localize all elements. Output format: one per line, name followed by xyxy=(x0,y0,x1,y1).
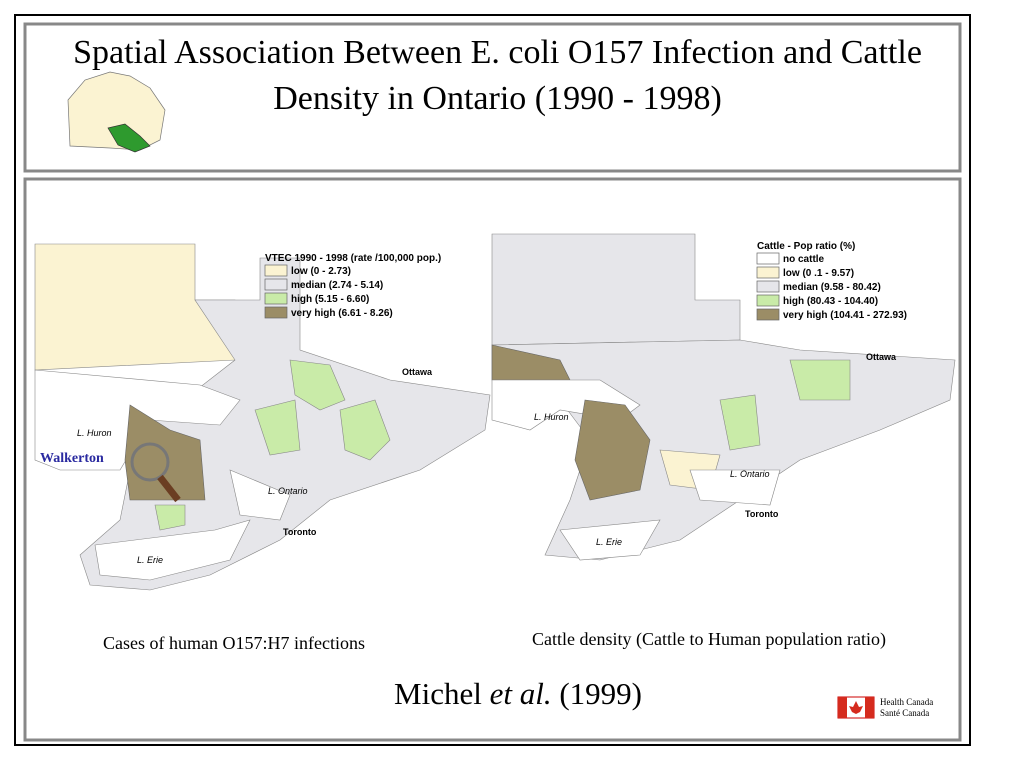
logo-line: Health Canada xyxy=(880,697,934,707)
legend-label: no cattle xyxy=(783,254,825,265)
legend-swatch xyxy=(264,278,288,291)
map-label: Ottawa xyxy=(866,352,897,362)
title-box xyxy=(23,22,962,173)
slide-title: Spatial Association Between E. coli O157… xyxy=(73,34,922,117)
map-caption: Cattle density (Cattle to Human populati… xyxy=(532,629,886,650)
legend-label: very high (104.41 - 272.93) xyxy=(783,310,907,321)
right-map xyxy=(491,233,956,561)
flag-leaf xyxy=(849,701,863,714)
legend-swatch xyxy=(264,264,288,277)
outer-border xyxy=(14,14,971,746)
legend-swatch xyxy=(264,292,288,305)
legend-label: high (5.15 - 6.60) xyxy=(291,294,369,305)
flag-band xyxy=(865,697,874,718)
highlight-label: Walkerton xyxy=(40,451,104,466)
legend-title: Cattle - Pop ratio (%) xyxy=(757,241,855,252)
citation: Michel et al. (1999) xyxy=(300,676,736,712)
map-caption: Cases of human O157:H7 infections xyxy=(103,633,365,653)
map-label: L. Huron xyxy=(77,428,112,438)
map-label: L. Ontario xyxy=(268,486,308,496)
map-label: L. Ontario xyxy=(730,469,770,479)
map-label: Toronto xyxy=(745,509,779,519)
canada-inset xyxy=(67,71,166,153)
map-label: L. Huron xyxy=(534,412,569,422)
legend-swatch xyxy=(756,294,780,307)
citation-etal: et al. xyxy=(489,676,552,711)
content-box xyxy=(23,177,962,742)
legend-swatch xyxy=(756,308,780,321)
legend-swatch xyxy=(756,252,780,265)
citation-year: (1999) xyxy=(559,676,642,711)
legend-swatch xyxy=(264,306,288,319)
citation-author: Michel xyxy=(394,676,482,711)
map-label: Ottawa xyxy=(402,367,433,377)
legend-label: low (0 .1 - 9.57) xyxy=(783,268,854,279)
legend-label: very high (6.61 - 8.26) xyxy=(291,308,393,319)
logo-text: Health Canada Santé Canada xyxy=(880,697,933,719)
legend-label: high (80.43 - 104.40) xyxy=(783,296,878,307)
legend-swatch xyxy=(756,266,780,279)
legend-label: median (2.74 - 5.14) xyxy=(291,280,383,291)
logo-line: Santé Canada xyxy=(880,708,930,718)
map-label: L. Erie xyxy=(596,537,622,547)
legend-label: low (0 - 2.73) xyxy=(291,266,351,277)
flag-band xyxy=(838,697,847,718)
left-map xyxy=(34,243,491,591)
legend-label: median (9.58 - 80.42) xyxy=(783,282,881,293)
legend-swatch xyxy=(756,280,780,293)
map-label: L. Erie xyxy=(137,555,163,565)
legend-title: VTEC 1990 - 1998 (rate /100,000 pop.) xyxy=(265,253,441,264)
map-label: Toronto xyxy=(283,527,317,537)
